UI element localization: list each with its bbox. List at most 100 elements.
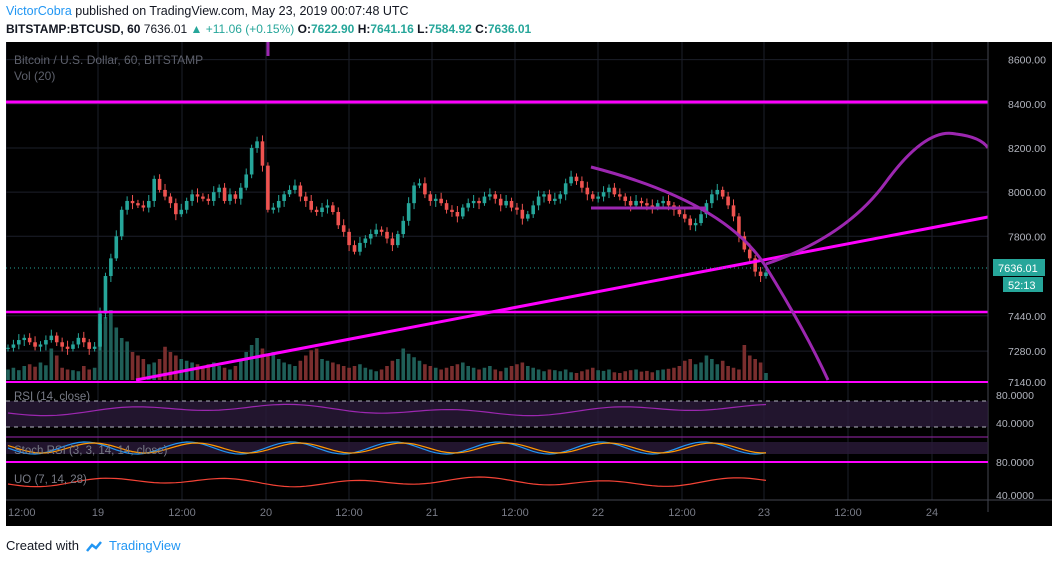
candle-body <box>547 194 552 201</box>
candle-body <box>682 214 687 219</box>
volume-bar <box>710 359 714 380</box>
volume-bar <box>228 369 232 380</box>
volume-bar <box>715 364 720 380</box>
candle-body <box>374 229 378 235</box>
volume-bar <box>244 352 249 380</box>
candle-body <box>471 200 476 204</box>
volume-bar <box>65 369 70 380</box>
volume-bar <box>471 367 476 380</box>
candle-body <box>325 205 330 208</box>
volume-bar <box>38 362 43 380</box>
candle-body <box>764 272 768 277</box>
volume-bar <box>11 367 16 380</box>
volume-bar <box>201 366 205 380</box>
candle-body <box>379 229 384 232</box>
candle-body <box>753 258 757 272</box>
candle-body <box>385 231 389 239</box>
time-tick-label: 12:00 <box>834 507 862 519</box>
candle-body <box>320 207 324 212</box>
candle-body <box>596 196 600 199</box>
candle-body <box>119 209 124 237</box>
candle-body <box>461 207 465 217</box>
price-tick-label: 7440.00 <box>1008 311 1046 323</box>
volume-bar <box>331 362 335 380</box>
up-arrow-icon: ▲ <box>190 22 203 36</box>
rsi-tick-40: 40.0000 <box>996 418 1034 430</box>
countdown-badge <box>1003 277 1043 292</box>
open-value: 7622.90 <box>310 22 355 36</box>
candle-body <box>466 203 471 208</box>
candle-body <box>206 198 211 201</box>
candle-body <box>612 187 617 195</box>
time-tick-label: 12:00 <box>501 507 529 519</box>
candle-body <box>65 346 70 349</box>
volume-bar <box>44 365 48 380</box>
candle-body <box>146 200 151 208</box>
candle-body <box>222 187 227 201</box>
volume-bar <box>179 359 184 380</box>
volume-bar <box>488 366 492 380</box>
candle-body <box>287 189 292 195</box>
candle-body <box>11 344 16 348</box>
volume-bar <box>655 370 660 380</box>
projection-arc-down <box>590 165 830 381</box>
candle-body <box>309 200 313 210</box>
footer: Created with TradingView <box>6 538 181 553</box>
tradingview-brand[interactable]: TradingView <box>108 538 181 553</box>
candle-body <box>141 205 146 208</box>
candle-body <box>498 198 503 206</box>
candle-body <box>54 335 59 343</box>
stoch-label: Stoch RSI (3, 3, 14, 14, close) <box>14 445 168 457</box>
volume-bar <box>211 362 216 380</box>
candle-body <box>239 187 243 199</box>
stoch-tick-80: 80.0000 <box>996 457 1034 469</box>
volume-bar <box>82 366 86 380</box>
volume-bar <box>325 360 330 380</box>
volume-bar <box>666 368 671 380</box>
volume-bar <box>336 364 341 380</box>
rsi-label: RSI (14, close) <box>14 391 90 403</box>
volume-bar <box>563 369 568 380</box>
author-link[interactable]: VictorCobra <box>6 4 72 18</box>
volume-bar <box>439 369 443 380</box>
volume-bar <box>444 367 449 380</box>
candle-body <box>585 187 590 195</box>
volume-bar <box>363 367 368 380</box>
candle-body <box>352 245 357 252</box>
candle-body <box>639 200 644 204</box>
high-value: 7641.16 <box>370 22 414 36</box>
candle-body <box>450 209 454 212</box>
volume-bar <box>699 362 703 380</box>
time-axis[interactable]: 12:00 19 12:00 20 12:00 21 12:00 22 12:00 23 12:00… <box>8 507 938 519</box>
volume-bar <box>661 369 665 380</box>
volume-bars <box>6 310 768 380</box>
close-label: C: <box>475 22 488 36</box>
candle-body <box>412 185 416 204</box>
volume-bar <box>190 362 194 380</box>
candle-body <box>488 194 492 197</box>
tradingview-cloud-icon <box>86 540 102 552</box>
price-tick-label: 8600.00 <box>1008 55 1046 67</box>
candle-body <box>49 335 54 341</box>
uo-line <box>7 476 767 488</box>
candle-body <box>293 185 297 190</box>
volume-bar <box>731 367 736 380</box>
volume-bar <box>157 359 162 380</box>
price-chart[interactable]: Bitcoin / U.S. Dollar, 60, BITSTAMP Vol … <box>6 42 1052 526</box>
volume-bar <box>347 367 351 380</box>
price-tick-label: 8400.00 <box>1008 99 1046 111</box>
candle-body <box>628 200 633 206</box>
volume-bar <box>22 366 27 380</box>
candle-body <box>174 203 178 215</box>
volume-bar <box>747 355 752 380</box>
candle-body <box>17 340 21 345</box>
candle-body <box>699 214 703 224</box>
volume-bar <box>174 355 178 380</box>
candle-body <box>331 205 335 212</box>
candle-body <box>233 194 238 199</box>
volume-bar <box>515 364 519 380</box>
volume-bar <box>287 364 292 380</box>
candle-body <box>677 209 682 215</box>
volume-bar <box>396 359 400 380</box>
volume-bar <box>455 364 460 380</box>
